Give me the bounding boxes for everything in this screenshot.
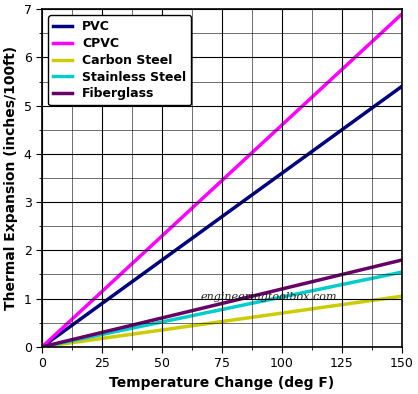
PVC <box>252 190 257 195</box>
Legend: PVC, CPVC, Carbon Steel, Stainless Steel, Fiberglass: PVC, CPVC, Carbon Steel, Stainless Steel… <box>48 15 191 106</box>
PVC <box>366 108 371 113</box>
Stainless Steel <box>343 281 348 286</box>
PVC <box>260 185 265 190</box>
Line: Fiberglass: Fiberglass <box>42 260 402 347</box>
Stainless Steel <box>252 300 257 305</box>
PVC <box>40 344 45 349</box>
Line: CPVC: CPVC <box>42 14 402 347</box>
CPVC <box>40 344 45 349</box>
Stainless Steel <box>366 277 371 281</box>
Carbon Steel <box>399 294 404 299</box>
Text: engineeringtoolbox.com: engineeringtoolbox.com <box>201 292 337 301</box>
Carbon Steel <box>254 314 259 319</box>
Fiberglass <box>41 344 46 349</box>
CPVC <box>343 64 348 69</box>
Fiberglass <box>343 271 348 276</box>
Stainless Steel <box>40 344 45 349</box>
X-axis label: Temperature Change (deg F): Temperature Change (deg F) <box>110 376 335 390</box>
Stainless Steel <box>41 344 46 349</box>
CPVC <box>41 344 46 348</box>
Line: Stainless Steel: Stainless Steel <box>42 272 402 347</box>
Fiberglass <box>399 258 404 262</box>
PVC <box>254 190 259 194</box>
CPVC <box>399 12 404 17</box>
Carbon Steel <box>260 314 265 318</box>
Fiberglass <box>260 291 265 296</box>
Carbon Steel <box>41 344 46 349</box>
Fiberglass <box>40 344 45 349</box>
CPVC <box>260 141 265 145</box>
CPVC <box>366 43 371 48</box>
Carbon Steel <box>343 302 348 307</box>
Fiberglass <box>366 266 371 271</box>
Line: PVC: PVC <box>42 86 402 347</box>
Carbon Steel <box>252 314 257 319</box>
PVC <box>399 84 404 89</box>
Stainless Steel <box>399 270 404 275</box>
Y-axis label: Thermal Expansion (inches/100ft): Thermal Expansion (inches/100ft) <box>4 46 18 310</box>
PVC <box>343 125 348 130</box>
Stainless Steel <box>260 299 265 303</box>
PVC <box>41 344 46 348</box>
Carbon Steel <box>366 299 371 303</box>
CPVC <box>252 147 257 152</box>
Fiberglass <box>252 293 257 298</box>
Line: Carbon Steel: Carbon Steel <box>42 296 402 347</box>
Fiberglass <box>254 293 259 297</box>
CPVC <box>254 146 259 151</box>
Carbon Steel <box>40 344 45 349</box>
Stainless Steel <box>254 300 259 305</box>
